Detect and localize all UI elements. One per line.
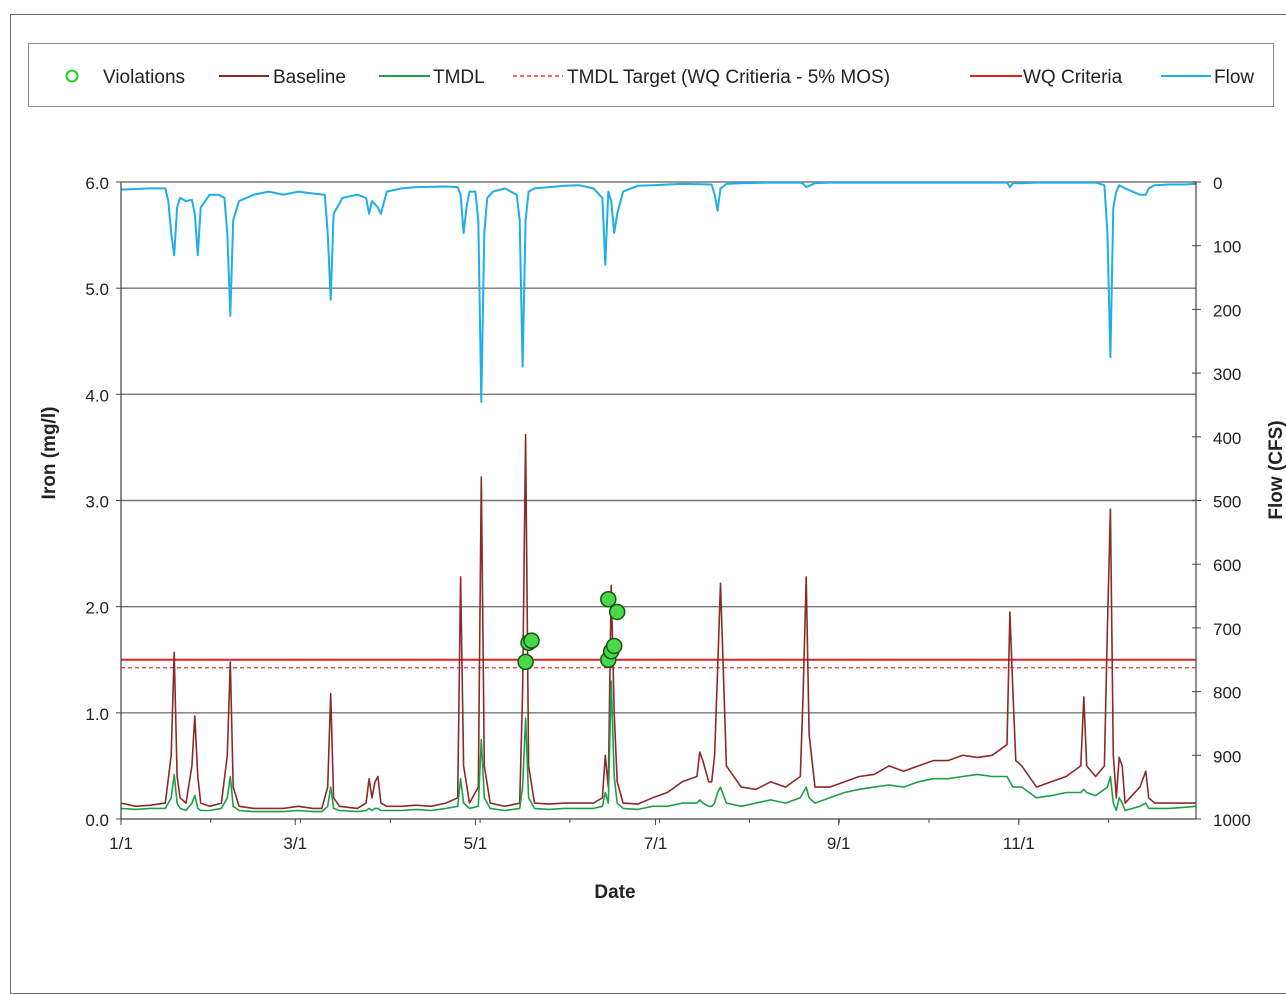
y2-tick-label: 700: [1213, 620, 1241, 639]
iron-flow-chart: Violations Baseline TMDL TMDL Target (WQ…: [39, 67, 1286, 903]
y2-tick-label: 500: [1213, 493, 1241, 512]
x-tick-label: 1/1: [109, 834, 133, 853]
violation-marker: [608, 603, 626, 621]
baseline-legend-label: Baseline: [273, 67, 346, 88]
y-tick-label: 1.0: [85, 705, 109, 724]
y-tick-label: 6.0: [85, 174, 109, 193]
series-lines: [120, 181, 1197, 813]
x-axis-label: Date: [594, 882, 635, 903]
baseline-series-line: [120, 433, 1196, 810]
y2-tick-label: 800: [1213, 684, 1241, 703]
y2-tick-label: 1000: [1213, 811, 1251, 830]
x-tick-label: 5/1: [464, 834, 488, 853]
y2-tick-label: 900: [1213, 747, 1241, 766]
flow-series-line: [120, 181, 1197, 403]
tmdl-series-line: [120, 680, 1197, 813]
x-tick-label: 3/1: [283, 834, 307, 853]
y-tick-label: 2.0: [85, 599, 109, 618]
y-axis-label: Iron (mg/l): [39, 407, 60, 500]
y2-tick-label: 300: [1213, 365, 1241, 384]
y2-tick-label: 0: [1213, 174, 1222, 193]
y-tick-label: 0.0: [85, 811, 109, 830]
y2-tick-label: 100: [1213, 238, 1241, 257]
violation-marker: [523, 632, 540, 649]
y-tick-label: 5.0: [85, 280, 109, 299]
violations-legend-marker: [65, 69, 79, 83]
x-tick-label: 9/1: [827, 834, 851, 853]
y2-axis-label: Flow (CFS): [1266, 420, 1286, 519]
tmdl-target-legend-label: TMDL Target (WQ Critieria - 5% MOS): [567, 67, 890, 88]
violations-legend-label: Violations: [103, 67, 185, 88]
violation-marker: [605, 637, 623, 655]
axes: 0.0 1.0 2.0 3.0 4.0 5.0 6.0 0 100 200 300 400 500 600…: [85, 174, 1250, 853]
x-tick-label: 7/1: [644, 834, 668, 853]
gridlines: [121, 181, 1196, 714]
y2-tick-label: 400: [1213, 429, 1241, 448]
x-tick-label: 11/1: [1003, 834, 1035, 853]
violation-marker: [517, 653, 534, 671]
flow-legend-label: Flow: [1214, 67, 1254, 88]
y-tick-label: 4.0: [85, 386, 109, 405]
wq-criteria-legend-label: WQ Criteria: [1023, 67, 1123, 88]
violation-marker: [600, 590, 617, 608]
violation-markers: [517, 590, 626, 671]
y-tick-label: 3.0: [85, 493, 109, 512]
legend: Violations Baseline TMDL TMDL Target (WQ…: [65, 67, 1254, 88]
tmdl-legend-label: TMDL: [433, 67, 485, 88]
y2-tick-label: 600: [1213, 556, 1241, 575]
criteria-lines: [121, 658, 1196, 669]
y2-tick-label: 200: [1213, 301, 1241, 320]
legend-box: [28, 43, 1274, 107]
